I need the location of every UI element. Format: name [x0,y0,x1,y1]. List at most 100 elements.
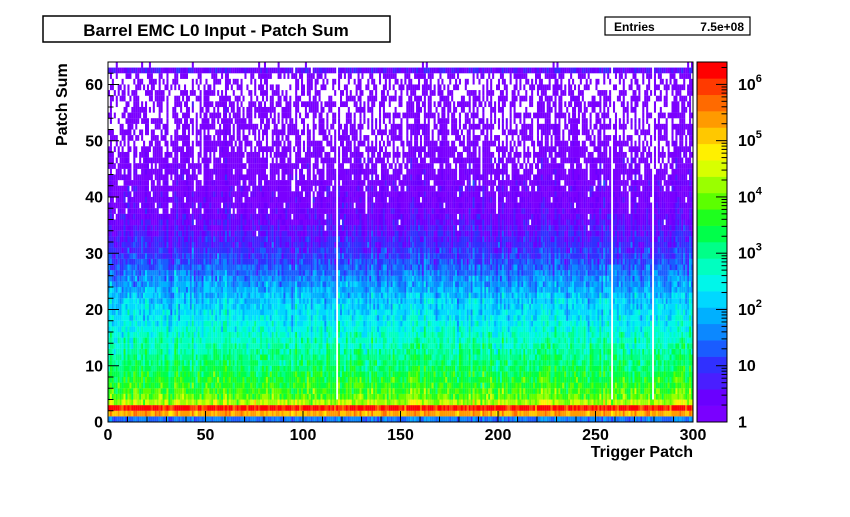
heatmap-cell [154,393,157,400]
heatmap-cell [121,343,124,349]
heatmap-cell [172,320,175,327]
heatmap-cell [215,140,218,147]
heatmap-cell [178,393,181,400]
heatmap-cell [111,185,114,192]
heatmap-cell [195,360,198,366]
heatmap-cell [236,309,239,316]
heatmap-cell [226,281,229,288]
heatmap-cell [113,281,116,288]
heatmap-cell [238,354,241,361]
heatmap-cell [207,388,210,394]
heatmap-cell [182,360,185,366]
heatmap-cell [246,84,249,91]
heatmap-cell [240,151,243,158]
heatmap-cell [221,337,224,344]
heatmap-cell [269,320,272,327]
heatmap-cell [209,112,212,119]
heatmap-cell [111,388,114,394]
heatmap-cell [156,393,159,400]
heatmap-cell [119,230,122,237]
heatmap-cell [209,281,212,288]
heatmap-cell [207,331,210,338]
heatmap-cell [213,360,216,366]
heatmap-cell [115,360,118,366]
heatmap-cell [221,67,224,74]
heatmap-cell [156,157,159,164]
heatmap-cell [252,67,255,74]
heatmap-cell [107,202,110,209]
heatmap-cell [135,123,138,130]
heatmap-cell [256,315,259,321]
heatmap-cell [141,225,144,231]
heatmap-cell [252,348,255,355]
heatmap-cell [244,337,247,344]
heatmap-cell [223,202,226,209]
heatmap-cell [256,123,259,130]
heatmap-cell [184,135,187,141]
heatmap-cell [275,90,278,96]
heatmap-cell [191,388,194,394]
heatmap-cell [139,388,142,394]
heatmap-cell [211,360,214,366]
heatmap-cell [127,118,130,124]
heatmap-cell [139,230,142,237]
heatmap-cell [213,180,216,186]
heatmap-cell [160,101,163,108]
heatmap-cell [185,405,188,411]
heatmap-cell [148,360,151,366]
heatmap-cell [252,236,255,243]
heatmap-cell [258,174,261,181]
heatmap-cell [221,208,224,214]
heatmap-cell [283,405,286,411]
heatmap-cell [148,275,151,282]
heatmap-cell [234,112,237,119]
heatmap-cell [133,399,136,406]
heatmap-cell [109,146,112,153]
heatmap-cell [187,95,190,102]
heatmap-cell [277,247,280,254]
heatmap-cell [240,292,243,299]
heatmap-cell [125,337,128,344]
heatmap-cell [256,348,259,355]
heatmap-cell [164,163,167,169]
heatmap-cell [209,270,212,276]
heatmap-cell [133,320,136,327]
heatmap-cell [228,168,231,175]
heatmap-cell [109,348,112,355]
heatmap-cell [232,101,235,108]
heatmap-cell [277,348,280,355]
heatmap-cell [131,135,134,141]
heatmap-cell [180,331,183,338]
heatmap-cell [240,219,243,226]
heatmap-cell [168,376,171,383]
heatmap-cell [145,320,148,327]
heatmap-cell [242,303,245,310]
heatmap-cell [205,95,208,102]
heatmap-cell [221,275,224,282]
heatmap-cell [185,388,188,394]
heatmap-cell [117,315,120,321]
heatmap-cell [224,191,227,198]
heatmap-cell [193,320,196,327]
heatmap-cell [162,382,165,389]
heatmap-cell [164,348,167,355]
heatmap-cell [152,275,155,282]
heatmap-cell [193,298,196,304]
heatmap-cell [275,405,278,411]
heatmap-cell [145,157,148,164]
heatmap-cell [211,168,214,175]
heatmap-cell [221,253,224,259]
heatmap-cell [279,365,282,372]
heatmap-cell [277,258,280,265]
heatmap-cell [223,348,226,355]
heatmap-cell [125,230,128,237]
heatmap-cell [246,399,249,406]
heatmap-cell [265,135,268,141]
heatmap-cell [129,129,132,136]
heatmap-cell [271,95,274,102]
heatmap-cell [197,253,200,259]
heatmap-cell [221,236,224,243]
heatmap-cell [178,382,181,389]
heatmap-cell [176,168,179,175]
heatmap-cell [211,73,214,79]
